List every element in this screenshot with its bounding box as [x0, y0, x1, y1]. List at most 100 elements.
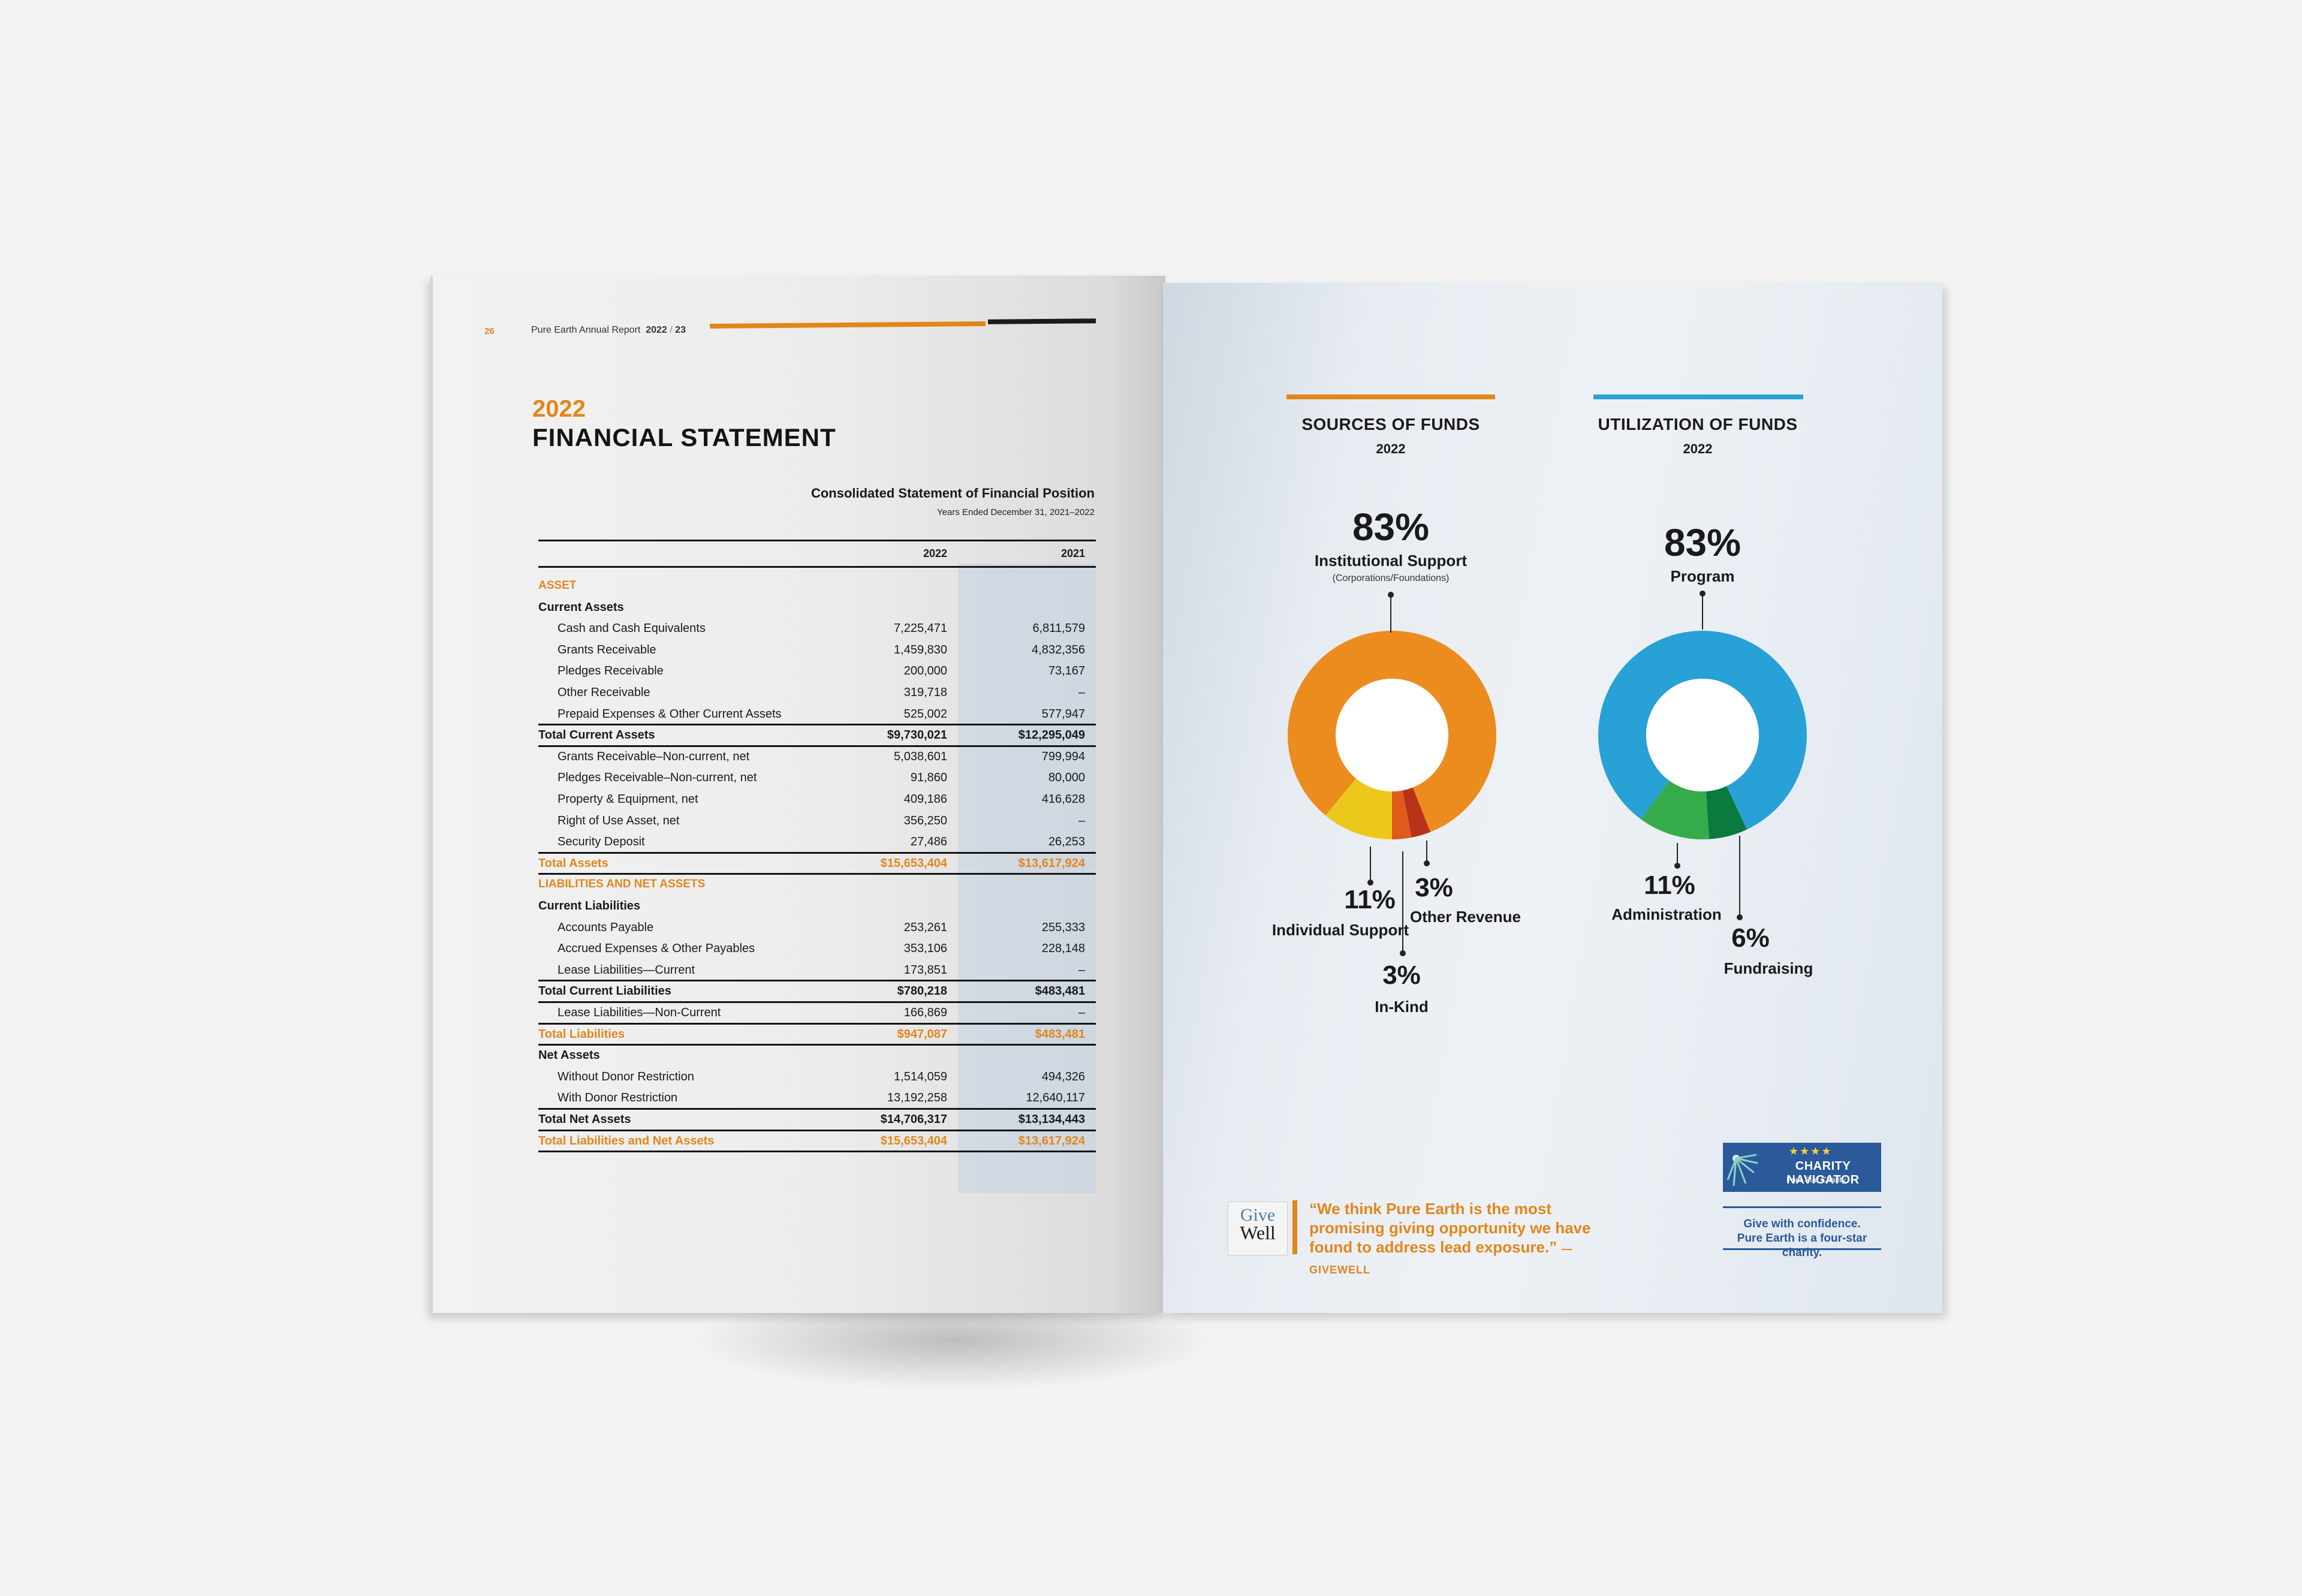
- value-2021: 73,167: [1048, 664, 1085, 678]
- donut-slice-other-revenue: [1402, 787, 1431, 838]
- row-label: Current Liabilities: [538, 899, 641, 913]
- row-label: Lease Liabilities—Current: [558, 963, 695, 977]
- row-rule: [538, 724, 1096, 726]
- cn-line-2: Pure Earth is a four-star charity.: [1737, 1232, 1867, 1259]
- value-2022: 91,860: [910, 771, 947, 785]
- value-2021: $13,617,924: [1018, 1134, 1085, 1148]
- donut-charts: [1288, 591, 1807, 956]
- value-2021: 228,148: [1041, 942, 1085, 956]
- utilization-admin-label: Administration: [1611, 905, 1722, 923]
- sources-inkind-pct: 3%: [1382, 960, 1421, 990]
- row-label: Accounts Payable: [558, 920, 654, 934]
- charity-navigator-name: CHARITY NAVIGATOR: [1786, 1160, 1860, 1187]
- table-row: Total Current Liabilities $780,218 $483,48…: [538, 981, 1096, 1001]
- value-2022: 1,459,830: [894, 643, 947, 657]
- value-2022: $947,087: [897, 1027, 947, 1041]
- row-rule: [538, 1001, 1096, 1003]
- row-label: Total Current Assets: [538, 728, 655, 742]
- row-label: Lease Liabilities—Non-Current: [558, 1006, 721, 1019]
- page-number: 26: [484, 326, 495, 336]
- row-label: Total Liabilities and Net Assets: [538, 1134, 715, 1148]
- report-years-suffix: 23: [675, 325, 686, 335]
- utilization-program-label: Program: [1670, 567, 1735, 585]
- donut-hole: [1646, 679, 1759, 791]
- donut-slice-administration: [1641, 781, 1709, 839]
- charity-navigator-badge: ★★★★ CHARITY NAVIGATOR Four Star Charity: [1723, 1143, 1881, 1192]
- column-header-2022: 2022: [923, 547, 947, 559]
- donut-slice-program: [1598, 631, 1807, 830]
- row-rule: [538, 1044, 1096, 1046]
- table-row: Pledges Receivable–Non-current, net 91,86…: [538, 767, 1096, 788]
- value-2022: 5,038,601: [894, 749, 947, 763]
- table-row: Total Liabilities and Net Assets $15,653,…: [538, 1131, 1096, 1151]
- quote-text: “We think Pure Earth is the most promisi…: [1309, 1200, 1591, 1256]
- row-rule: [538, 851, 1096, 853]
- donut-hole: [1336, 679, 1448, 791]
- table-row: Other Receivable 319,718 –: [538, 682, 1096, 703]
- table-row: Without Donor Restriction 1,514,059 494,32…: [538, 1067, 1096, 1087]
- sources-year: 2022: [1376, 441, 1406, 456]
- column-header-2021: 2021: [1060, 547, 1085, 559]
- value-2021: –: [1078, 1006, 1085, 1019]
- table-row: Current Liabilities: [538, 896, 1096, 916]
- value-2021: $12,295,049: [1018, 728, 1085, 742]
- table-subtitle: Years Ended December 31, 2021–2022: [937, 507, 1095, 517]
- row-label: Grants Receivable: [558, 643, 656, 657]
- value-2022: 13,192,258: [887, 1091, 947, 1105]
- value-2021: –: [1078, 814, 1085, 827]
- statement-year: 2022: [532, 396, 586, 422]
- charity-navigator-bottom-rule: [1723, 1248, 1881, 1250]
- value-2021: –: [1078, 963, 1085, 977]
- charity-navigator-stars: ★★★★: [1789, 1145, 1833, 1157]
- value-2021: 12,640,117: [1026, 1091, 1085, 1105]
- value-2021: 6,811,579: [1032, 622, 1086, 636]
- row-label: Without Donor Restriction: [558, 1070, 694, 1083]
- page-title: FINANCIAL STATEMENT: [532, 423, 836, 451]
- row-label: With Donor Restriction: [558, 1091, 678, 1105]
- table-row: Total Assets $15,653,404 $13,617,924: [538, 853, 1096, 874]
- value-2022: 319,718: [903, 686, 947, 699]
- value-2022: $14,706,317: [880, 1113, 947, 1126]
- value-2021: $483,481: [1035, 1027, 1085, 1041]
- value-2022: $15,653,404: [880, 856, 947, 870]
- donut-slice-institutional-support: [1288, 631, 1496, 832]
- utilization-donut: [1598, 631, 1807, 839]
- table-row: Current Assets: [538, 597, 1096, 618]
- row-rule: [538, 1109, 1096, 1110]
- table-row: Property & Equipment, net 409,186 416,628: [538, 789, 1096, 809]
- quote-attribution: —GIVEWELL: [1309, 1243, 1573, 1276]
- row-rule: [538, 852, 1096, 854]
- value-2022: 353,106: [903, 942, 947, 956]
- table-row: Accounts Payable 253,261 255,333: [538, 917, 1096, 938]
- sources-inkind-label: In-Kind: [1375, 998, 1429, 1016]
- row-label: Total Net Assets: [538, 1113, 631, 1126]
- row-label: ASSET: [538, 579, 577, 592]
- right-page: SOURCES OF FUNDS 2022 UTILIZATION OF FUN…: [1163, 283, 1942, 1313]
- sources-other-pct: 3%: [1415, 873, 1453, 902]
- sources-main-sublabel: (Corporations/Foundations): [1332, 573, 1450, 583]
- value-2022: 1,514,059: [894, 1070, 947, 1083]
- table-title: Consolidated Statement of Financial Posi…: [810, 486, 1095, 501]
- donut-slice-in-kind: [1392, 790, 1412, 839]
- row-rule: [538, 980, 1096, 982]
- utilization-year: 2022: [1683, 441, 1713, 456]
- row-rule: [538, 1023, 1096, 1025]
- value-2022: 27,486: [910, 835, 947, 849]
- value-2021: 416,628: [1041, 793, 1085, 806]
- row-label: Other Receivable: [558, 686, 650, 699]
- table-row: Lease Liabilities—Current 173,851 –: [538, 960, 1096, 980]
- table-row: Lease Liabilities—Non-Current 166,869 –: [538, 1002, 1096, 1023]
- sources-main-label: Institutional Support: [1314, 552, 1468, 570]
- sources-individual-label: Individual Support: [1271, 921, 1409, 939]
- value-2021: 799,994: [1041, 749, 1085, 763]
- value-2022: $780,218: [897, 984, 947, 998]
- header-black-rule: [987, 318, 1096, 324]
- charity-navigator-text: Give with confidence. Pure Earth is a fo…: [1723, 1217, 1881, 1260]
- sources-title: SOURCES OF FUNDS: [1301, 415, 1480, 433]
- utilization-program-pct: 83%: [1664, 521, 1741, 564]
- table-row: ASSET: [538, 576, 1096, 596]
- utilization-admin-pct: 11%: [1644, 871, 1695, 900]
- report-name: Pure Earth Annual Report: [531, 325, 641, 335]
- value-2022: 166,869: [903, 1006, 947, 1019]
- table-row: Pledges Receivable 200,000 73,167: [538, 661, 1096, 681]
